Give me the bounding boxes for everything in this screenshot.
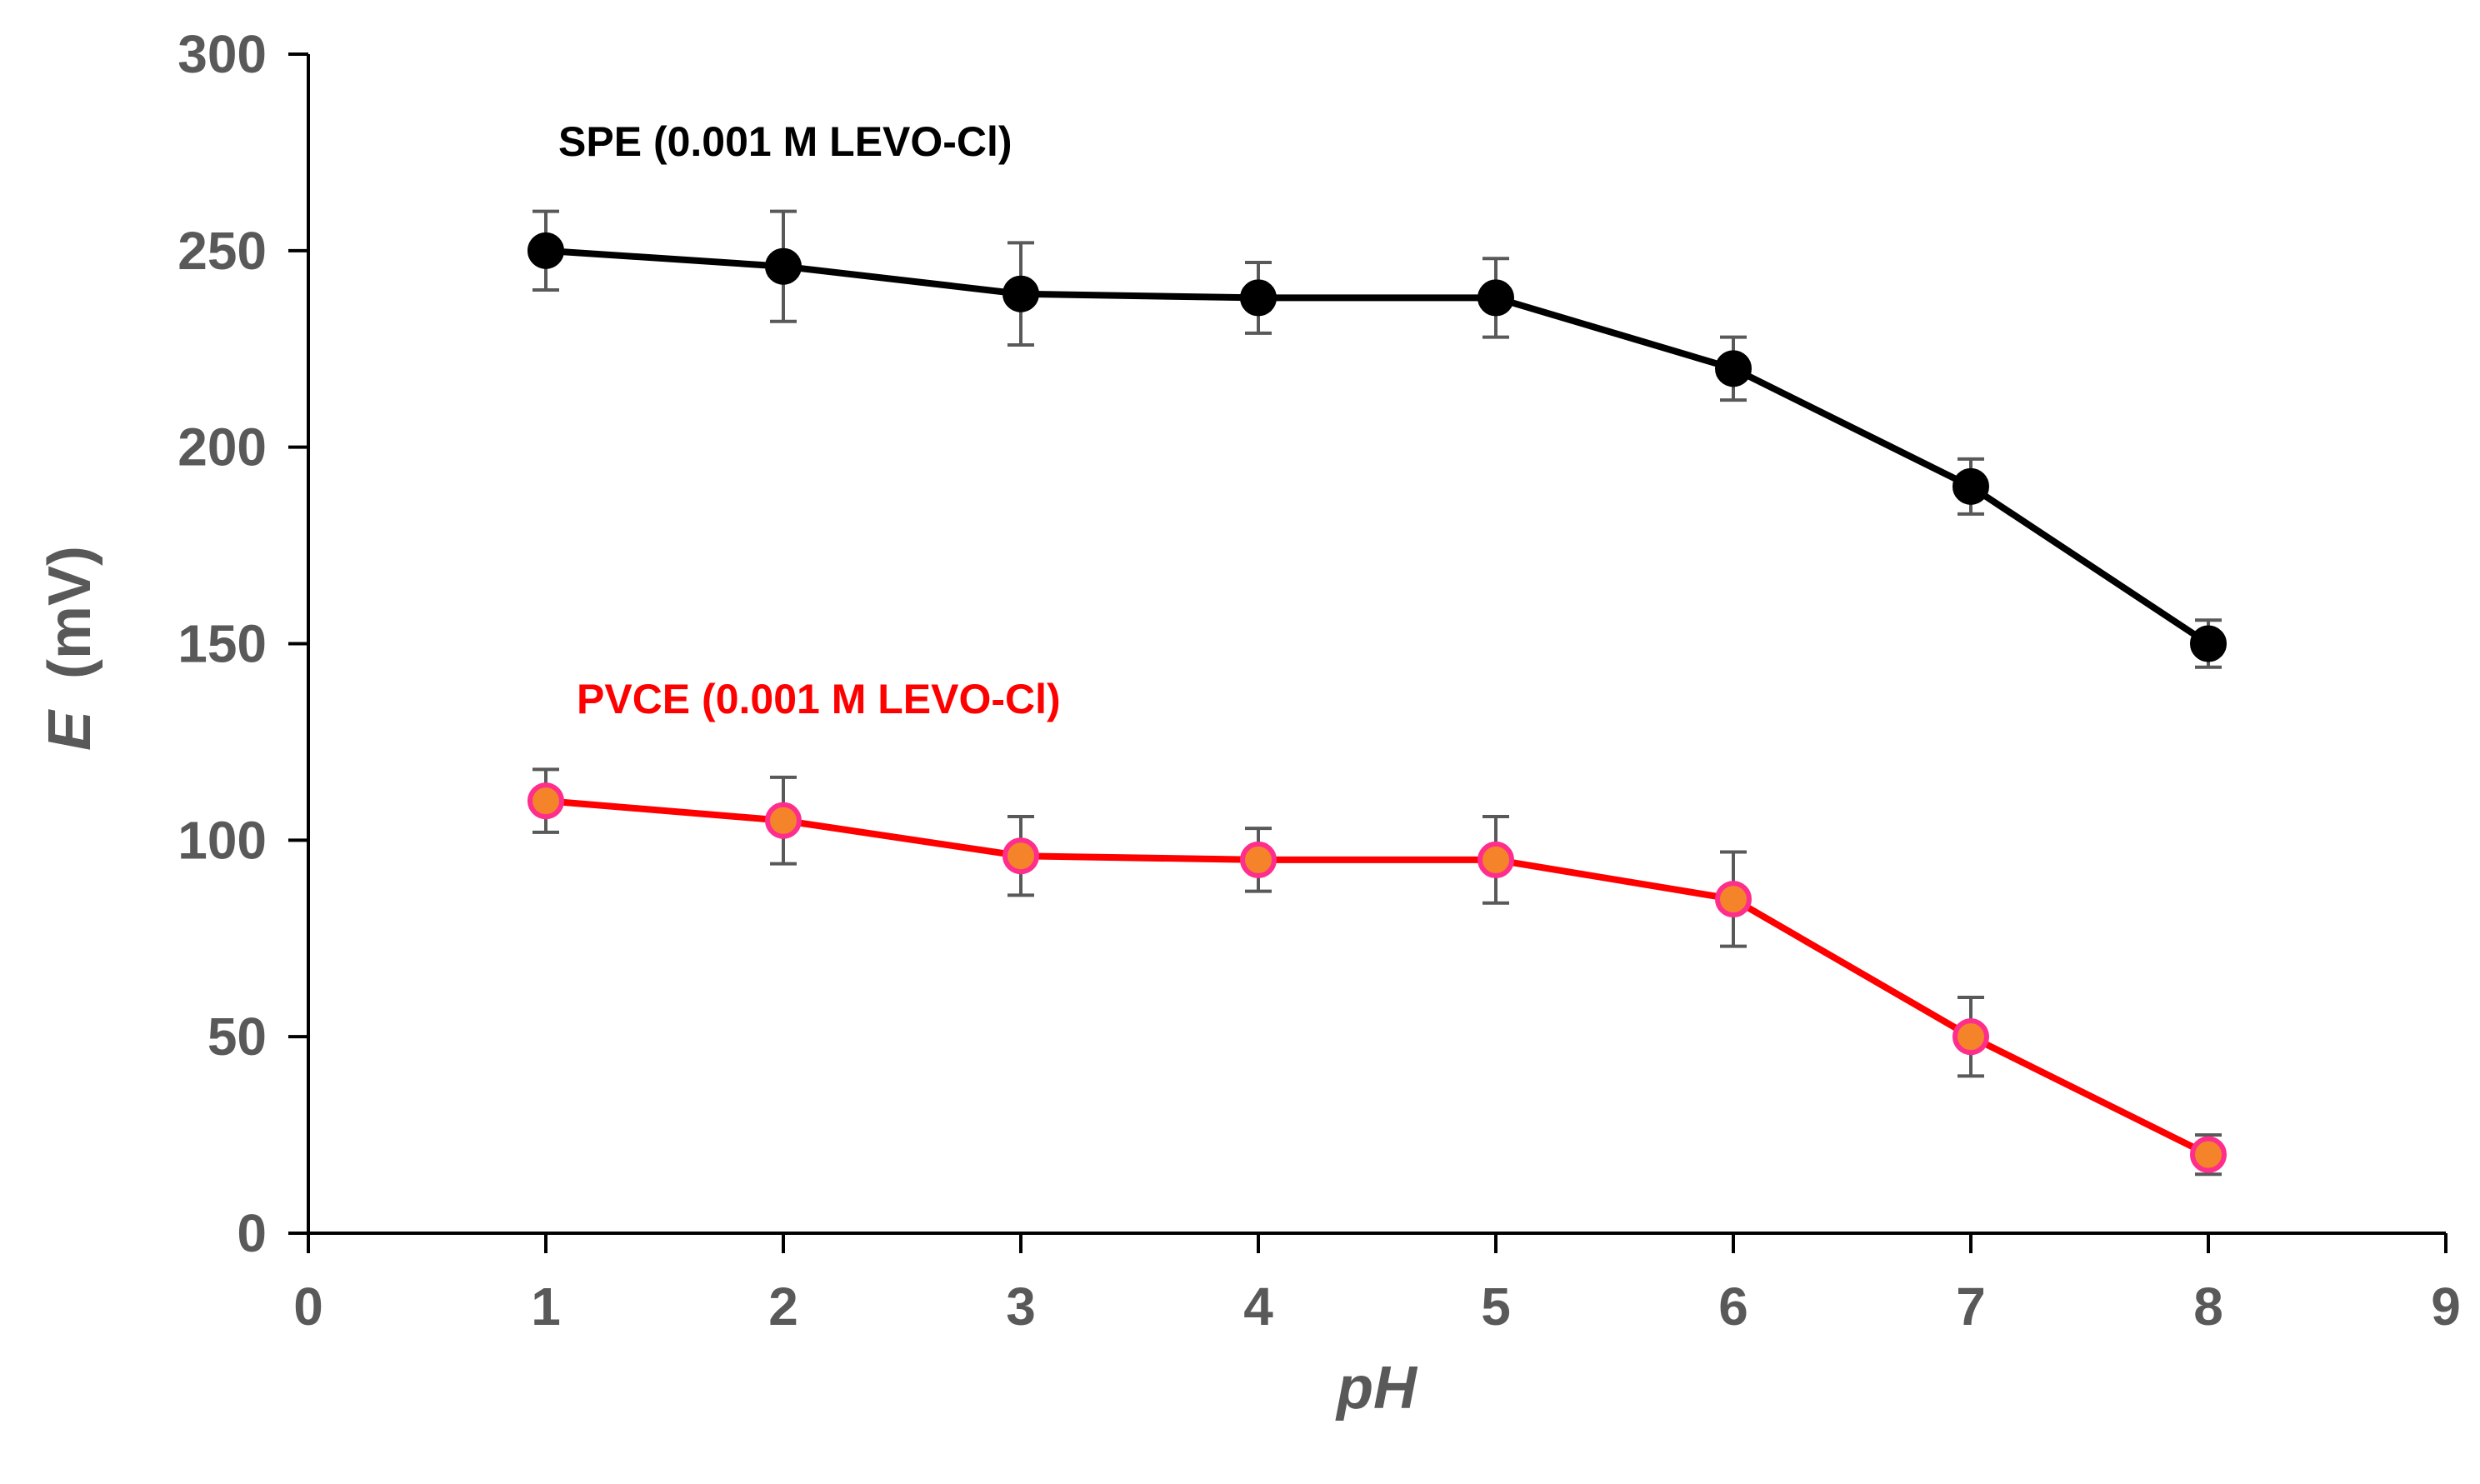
- data-point: [528, 232, 564, 269]
- data-point: [1240, 841, 1277, 878]
- data-point: [1952, 467, 1989, 505]
- data-point: [765, 247, 802, 285]
- x-tick-label: 8: [2193, 1277, 2223, 1337]
- y-axis-title-symbol: E: [37, 709, 103, 751]
- data-point: [1002, 837, 1039, 875]
- data-point: [1240, 279, 1277, 317]
- series-1: [528, 767, 2227, 1177]
- series-label-pvce: PVCE (0.001 M LEVO-Cl): [577, 676, 1061, 722]
- data-point: [1478, 841, 1514, 878]
- data-point: [765, 802, 802, 839]
- y-tick-label: 300: [178, 24, 267, 84]
- x-tick-label: 3: [1006, 1277, 1036, 1337]
- y-tick-label: 250: [178, 221, 267, 281]
- y-axis-title: E (mV): [37, 546, 103, 751]
- series-line: [545, 797, 2210, 1158]
- x-tick-label: 2: [768, 1277, 798, 1337]
- y-axis-title-unit: (mV): [37, 546, 103, 679]
- series-layer: [528, 209, 2227, 1177]
- data-point: [1715, 881, 1752, 918]
- data-point: [528, 782, 564, 820]
- data-point: [1002, 275, 1039, 312]
- data-point: [2190, 1136, 2227, 1173]
- series-label-spe: SPE (0.001 M LEVO-Cl): [558, 118, 1012, 165]
- axes: [288, 52, 2448, 1253]
- x-tick-label: 7: [1956, 1277, 1986, 1337]
- data-point: [2190, 625, 2227, 662]
- data-point: [1478, 279, 1514, 317]
- y-tick-label: 0: [237, 1203, 267, 1263]
- x-tick-label: 9: [2431, 1277, 2461, 1337]
- x-tick-label: 5: [1481, 1277, 1511, 1337]
- x-tick-label: 4: [1243, 1277, 1273, 1337]
- y-tick-label: 200: [178, 417, 267, 477]
- x-tick-label: 1: [531, 1277, 561, 1337]
- data-point: [1715, 350, 1752, 387]
- x-tick-label: 0: [293, 1277, 323, 1337]
- tick-labels: 0 50 100 150 200 250 300 0 1 2 3 4 5 6 7 8 9: [178, 24, 2461, 1337]
- x-axis-title: pH: [1335, 1355, 1418, 1422]
- series-0: [528, 209, 2227, 669]
- y-tick-label: 150: [178, 614, 267, 674]
- x-tick-label: 6: [1718, 1277, 1748, 1337]
- y-tick-label: 100: [178, 810, 267, 870]
- series-line: [545, 247, 2211, 647]
- data-point: [1952, 1018, 1989, 1056]
- y-tick-label: 50: [208, 1007, 267, 1067]
